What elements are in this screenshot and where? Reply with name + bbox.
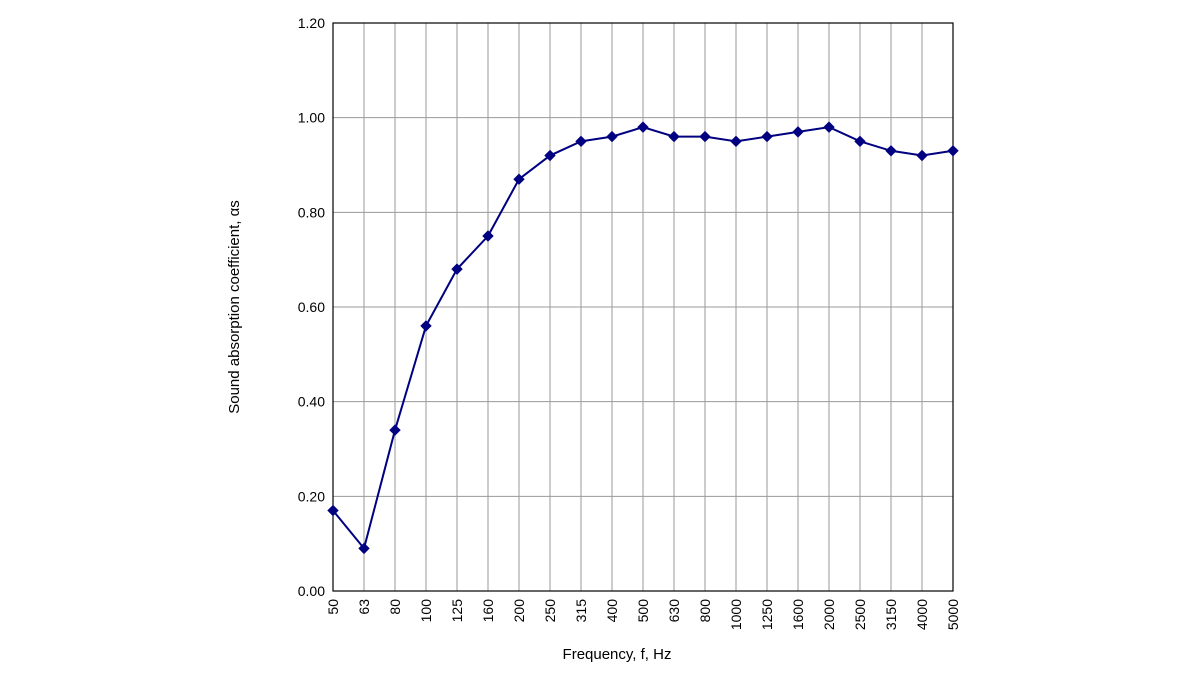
- x-tick-label: 250: [542, 599, 558, 623]
- data-point-marker: [482, 230, 494, 242]
- y-axis-title: Sound absorption coefficient, αs: [226, 200, 243, 414]
- x-tick-label: 315: [573, 599, 589, 623]
- x-tick-label: 5000: [945, 599, 961, 630]
- x-tick-label: 1250: [759, 599, 775, 630]
- data-point-marker: [420, 320, 432, 332]
- x-tick-label: 125: [449, 599, 465, 623]
- data-point-marker: [544, 149, 556, 162]
- y-tick-label: 1.00: [298, 110, 325, 126]
- data-point-marker: [823, 121, 835, 133]
- data-point-marker: [358, 542, 370, 555]
- x-tick-label: 500: [635, 599, 651, 623]
- data-point-marker: [637, 121, 649, 133]
- series-group: [327, 121, 959, 555]
- x-tick-label: 800: [697, 599, 713, 623]
- y-tick-label: 0.60: [298, 299, 325, 315]
- x-tick-label: 1600: [790, 599, 806, 630]
- data-point-marker: [451, 263, 463, 275]
- data-point-marker: [792, 126, 804, 138]
- x-tick-label: 4000: [914, 599, 930, 630]
- x-tick-label: 80: [387, 599, 403, 615]
- data-point-marker: [854, 135, 866, 148]
- x-tick-label: 400: [604, 599, 620, 623]
- x-tick-label: 630: [666, 599, 682, 623]
- data-point-marker: [575, 135, 587, 148]
- y-tick-label: 0.00: [298, 583, 325, 599]
- x-tick-label: 160: [480, 599, 496, 623]
- plot-area-frame: [332, 22, 954, 592]
- y-tick-label: 0.80: [298, 204, 325, 220]
- x-axis-title: Frequency, f, Hz: [563, 646, 672, 663]
- x-tick-label: 100: [418, 599, 434, 623]
- x-tick-label: 2500: [852, 599, 868, 630]
- x-tick-label: 63: [356, 599, 372, 615]
- data-point-marker: [916, 149, 928, 162]
- x-tick-label: 200: [511, 599, 527, 623]
- data-point-marker: [513, 173, 525, 185]
- data-point-marker: [668, 130, 680, 143]
- grid-lines: [333, 23, 953, 591]
- data-point-marker: [947, 145, 959, 157]
- data-point-marker: [327, 504, 339, 517]
- data-point-marker: [606, 130, 618, 143]
- data-point-marker: [730, 135, 742, 148]
- data-point-marker: [699, 130, 711, 143]
- y-tick-label: 0.40: [298, 394, 325, 410]
- x-tick-label: 3150: [883, 599, 899, 630]
- y-axis-ticks: 0.00 0.20 0.40 0.60 0.80 1.00 1.20: [298, 15, 325, 599]
- x-tick-label: 50: [325, 599, 341, 615]
- data-point-marker: [885, 145, 897, 157]
- x-axis-ticks: 50 63 80 100 125 160 200 250 315 400 500 630 800 1000…: [325, 599, 961, 630]
- y-tick-label: 1.20: [298, 15, 325, 31]
- data-point-marker: [389, 424, 401, 436]
- data-point-marker: [761, 130, 773, 143]
- x-tick-label: 1000: [728, 599, 744, 630]
- y-tick-label: 0.20: [298, 488, 325, 504]
- x-tick-label: 2000: [821, 599, 837, 630]
